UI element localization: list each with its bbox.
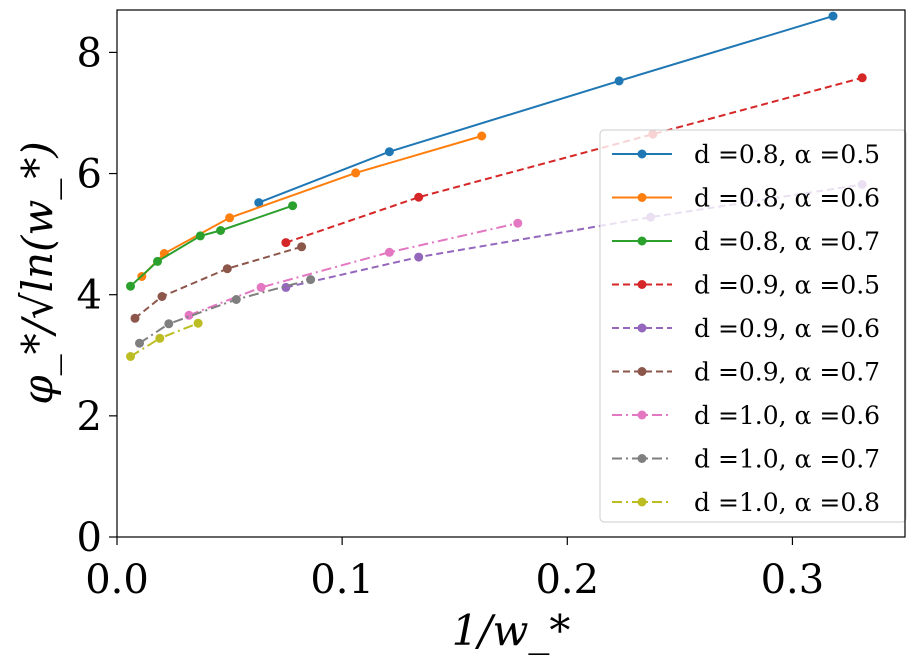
data-point: [254, 198, 264, 208]
legend-marker: [637, 367, 647, 376]
legend-entry: d =0.9, α =0.6: [612, 314, 880, 343]
y-tick-label: 0: [77, 515, 102, 561]
data-point: [256, 282, 266, 292]
data-point: [857, 73, 867, 83]
legend-entry: d =1.0, α =0.7: [612, 445, 880, 474]
x-tick-label: 0.0: [85, 557, 149, 603]
legend-marker: [637, 236, 647, 246]
series-line: [258, 15, 834, 204]
legend-entry: d =0.8, α =0.7: [612, 227, 880, 256]
y-axis-label: φ_*/√ln(w_*): [13, 141, 62, 405]
data-point: [195, 231, 205, 241]
legend-entry: d =1.0, α =0.8: [612, 488, 880, 517]
series-line: [188, 222, 519, 317]
legend-marker: [637, 454, 647, 463]
series-0: [254, 11, 838, 208]
series-2: [126, 201, 298, 291]
data-point: [297, 242, 307, 252]
legend-label: d =1.0, α =0.8: [694, 488, 880, 517]
legend-entry: d =0.8, α =0.6: [612, 184, 880, 213]
data-point: [225, 213, 235, 223]
legend-marker: [637, 497, 647, 507]
data-point: [614, 76, 624, 86]
legend-label: d =0.8, α =0.5: [694, 140, 880, 169]
x-tick-label: 0.1: [310, 557, 374, 603]
legend-label: d =0.9, α =0.7: [694, 358, 880, 387]
data-point: [222, 264, 232, 274]
data-point: [155, 333, 165, 343]
data-point: [281, 238, 291, 248]
legend-marker: [637, 149, 647, 159]
legend-label: d =0.8, α =0.7: [694, 227, 880, 256]
legend-label: d =1.0, α =0.6: [694, 401, 880, 430]
legend-marker: [637, 323, 647, 333]
legend-entry: d =0.9, α =0.7: [612, 358, 880, 387]
data-point: [828, 11, 838, 21]
y-tick-label: 2: [77, 394, 102, 440]
legend-frame: [599, 129, 907, 523]
data-point: [306, 275, 316, 285]
data-point: [135, 338, 144, 348]
data-point: [231, 295, 241, 304]
legend-label: d =0.9, α =0.5: [694, 271, 880, 300]
legend-entry: d =1.0, α =0.6: [612, 401, 880, 430]
plot-frame: [116, 9, 906, 538]
series-5: [130, 242, 307, 323]
series-7: [135, 275, 316, 348]
data-point: [157, 292, 167, 301]
data-point: [384, 247, 394, 257]
series-1: [137, 131, 487, 281]
series-line: [285, 76, 863, 244]
legend-marker: [637, 280, 647, 289]
legend-label: d =1.0, α =0.7: [694, 445, 880, 474]
x-axis-ticks: 0.0 0.1 0.2 0.3: [85, 537, 824, 603]
x-tick-label: 0.3: [761, 557, 825, 603]
series-line: [138, 278, 311, 345]
series-6: [184, 218, 523, 320]
data-point: [193, 318, 203, 328]
data-point: [414, 252, 424, 262]
data-point: [513, 218, 523, 228]
data-point: [130, 313, 140, 323]
series-8: [126, 318, 203, 361]
data-point: [164, 319, 174, 329]
data-point: [351, 168, 361, 178]
x-axis-label: 1/w_*: [452, 606, 571, 655]
data-point: [184, 310, 194, 320]
y-tick-label: 4: [77, 273, 102, 319]
series-line: [129, 204, 293, 287]
legend: d =0.8, α =0.5 d =0.8, α =0.6 d =0.8, α =0…: [599, 129, 907, 523]
y-tick-label: 6: [77, 152, 102, 198]
data-point: [288, 201, 298, 211]
x-tick-label: 0.2: [535, 557, 599, 603]
legend-marker: [637, 193, 647, 202]
legend-entry: d =0.9, α =0.5: [612, 271, 880, 300]
y-axis-ticks: 0 2 4 6 8: [77, 30, 117, 561]
legend-marker: [637, 410, 647, 420]
data-point: [153, 256, 162, 266]
y-tick-label: 8: [77, 30, 102, 76]
data-point: [384, 147, 394, 157]
data-point: [126, 281, 135, 291]
legend-label: d =0.8, α =0.6: [694, 184, 880, 213]
legend-entry: d =0.8, α =0.5: [612, 140, 880, 169]
data-point: [216, 226, 226, 235]
data-point: [414, 192, 424, 202]
data-point: [477, 131, 487, 141]
data-point: [126, 352, 135, 361]
legend-label: d =0.9, α =0.6: [694, 314, 880, 343]
series-line: [134, 245, 302, 320]
legend-items: d =0.8, α =0.5 d =0.8, α =0.6 d =0.8, α =0…: [612, 140, 880, 517]
